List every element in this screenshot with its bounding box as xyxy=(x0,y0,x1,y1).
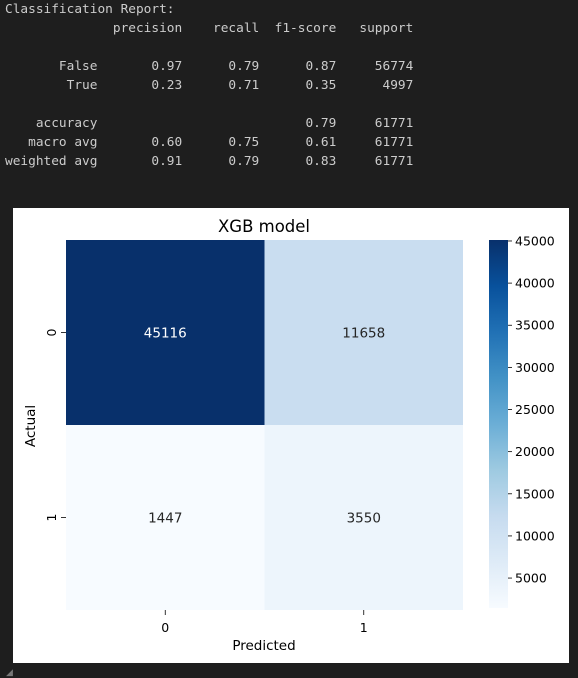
colorbar-tick-label: 20000 xyxy=(515,444,555,459)
cell-value-label: 1447 xyxy=(148,511,182,527)
report-line xyxy=(5,38,413,57)
colorbar-tick-label: 25000 xyxy=(515,402,555,417)
heatmap-cell xyxy=(66,425,265,610)
chart-title: XGB model xyxy=(218,217,310,236)
report-line: weighted avg 0.91 0.79 0.83 61771 xyxy=(5,154,414,169)
heatmap-cell xyxy=(264,425,463,610)
classification-report: Classification Report: precision recall … xyxy=(5,0,413,171)
x-tick-label: 1 xyxy=(360,620,368,635)
scroll-caret-icon: ◢ xyxy=(6,668,13,678)
x-axis-label: Predicted xyxy=(232,638,295,654)
report-line: accuracy 0.79 61771 xyxy=(5,116,414,131)
x-tick-label: 0 xyxy=(161,620,169,635)
y-tick-label: 0 xyxy=(44,328,59,336)
colorbar xyxy=(489,240,508,608)
cell-value-label: 11658 xyxy=(342,326,385,342)
y-axis-label: Actual xyxy=(23,405,39,447)
report-line: precision recall f1-score support xyxy=(5,21,414,36)
report-line: Classification Report: xyxy=(5,2,175,17)
colorbar-tick-label: 35000 xyxy=(515,318,555,333)
y-tick-label: 1 xyxy=(44,514,59,522)
colorbar-tick-label: 15000 xyxy=(515,486,555,501)
colorbar-tick-label: 10000 xyxy=(515,528,555,543)
colorbar-tick-label: 45000 xyxy=(515,233,555,248)
heatmap-cell xyxy=(264,240,463,425)
confusion-matrix-chart: XGB model 45116 11658 1447 3550 0 1 0 1 Predic… xyxy=(23,217,555,654)
report-line: False 0.97 0.79 0.87 56774 xyxy=(5,59,414,74)
report-line: True 0.23 0.71 0.35 4997 xyxy=(5,78,414,93)
colorbar-tick-label: 30000 xyxy=(515,360,555,375)
report-line: macro avg 0.60 0.75 0.61 61771 xyxy=(5,135,414,150)
colorbar-tick-label: 5000 xyxy=(515,571,547,586)
cell-value-label: 3550 xyxy=(347,511,381,527)
confusion-matrix-figure: XGB model 45116 11658 1447 3550 0 1 0 1 Predic… xyxy=(13,208,569,663)
colorbar-tick-label: 40000 xyxy=(515,276,555,291)
report-line xyxy=(5,95,413,114)
cell-value-label: 45116 xyxy=(144,326,187,342)
heatmap-cell xyxy=(66,240,265,425)
